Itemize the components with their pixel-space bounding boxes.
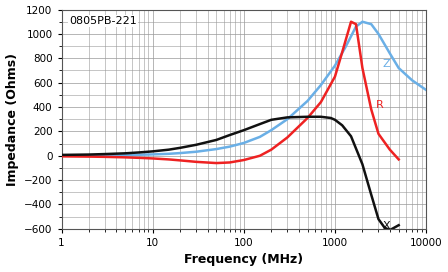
Y-axis label: Impedance (Ohms): Impedance (Ohms): [5, 53, 18, 186]
Text: X: X: [382, 221, 390, 231]
X-axis label: Frequency (MHz): Frequency (MHz): [184, 254, 303, 267]
Text: R: R: [376, 100, 383, 110]
Text: 0805PB-221: 0805PB-221: [69, 16, 137, 26]
Text: Z: Z: [382, 59, 390, 69]
